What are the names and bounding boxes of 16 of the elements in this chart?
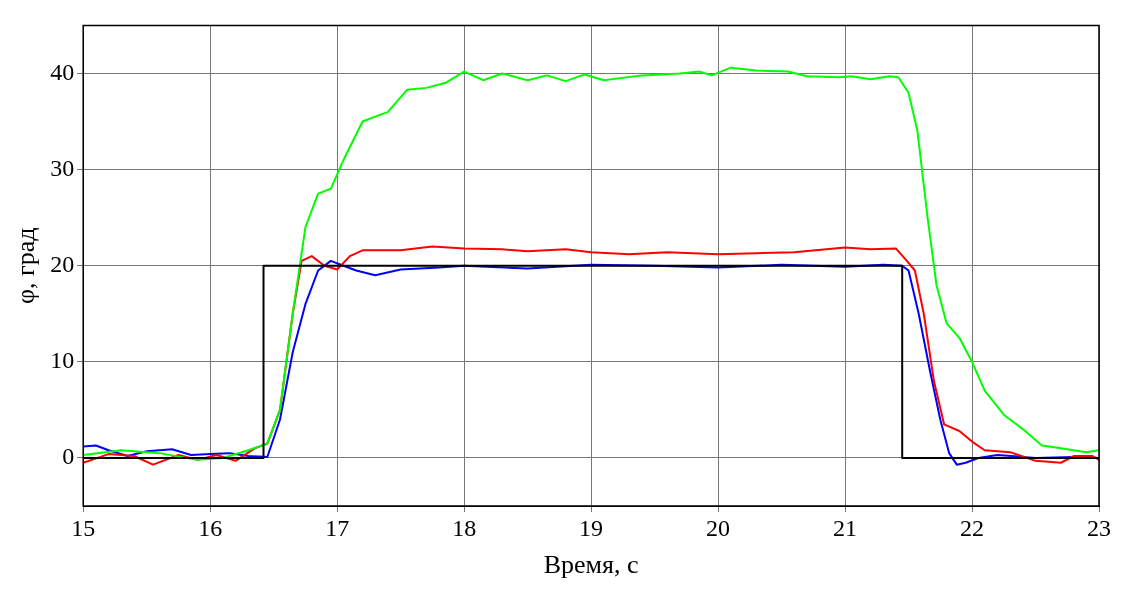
x-tick-label: 19 (579, 514, 604, 541)
y-tick-label: 0 (62, 443, 75, 470)
x-tick-label: 15 (71, 514, 96, 541)
x-tick-label: 22 (960, 514, 985, 541)
x-tick-label: 17 (325, 514, 350, 541)
x-tick-label: 23 (1087, 514, 1111, 541)
x-tick-label: 16 (198, 514, 223, 541)
x-tick-label: 20 (706, 514, 731, 541)
x-axis-title: Время, с (543, 550, 639, 580)
y-tick-label: 10 (50, 347, 75, 374)
y-tick-label: 40 (50, 58, 75, 85)
y-tick-label: 20 (50, 251, 75, 277)
y-axis-title: φ, град (11, 227, 41, 304)
x-tick-label: 21 (833, 514, 858, 541)
x-tick-label: 18 (452, 514, 477, 541)
y-tick-label: 30 (50, 154, 75, 181)
